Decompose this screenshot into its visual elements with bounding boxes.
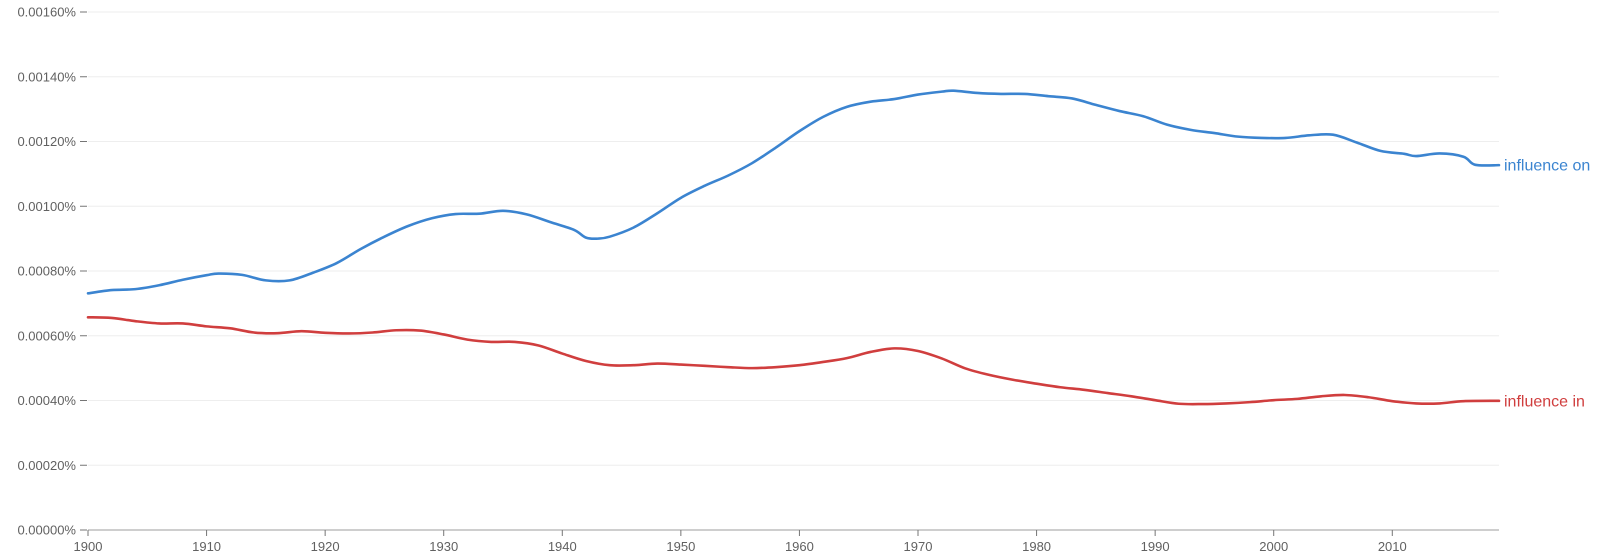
grid-layer [88,11,1499,466]
y-tick-label: 0.00040% [17,393,76,408]
y-tick-label: 0.00060% [17,328,76,343]
x-tick-label: 2000 [1259,539,1288,554]
x-tick-label: 1940 [548,539,577,554]
y-tick-label: 0.00160% [17,5,76,20]
y-tick-label: 0.00080% [17,264,76,279]
x-tick-label: 1950 [666,539,695,554]
y-tick-label: 0.00020% [17,458,76,473]
x-tick-label: 1930 [429,539,458,554]
x-tick-label: 1990 [1141,539,1170,554]
x-tick-label: 1900 [74,539,103,554]
series-line-influence-on[interactable] [86,89,1501,295]
y-tick-label: 0.00100% [17,199,76,214]
series-layer [86,89,1501,406]
series-label-influence-in[interactable]: influence in [1504,393,1585,410]
x-tick-label: 1910 [192,539,221,554]
y-tick-label: 0.00000% [17,523,76,538]
series-label-layer: influence on influence in [1504,158,1590,411]
x-tick-label: 1980 [1022,539,1051,554]
x-tick-label: 2010 [1378,539,1407,554]
series-label-influence-on[interactable]: influence on [1504,158,1590,175]
y-tick-label: 0.00140% [17,69,76,84]
series-line-influence-in[interactable] [86,316,1501,406]
x-tick-label: 1960 [785,539,814,554]
y-tick-label: 0.00120% [17,134,76,149]
x-tick-label: 1920 [311,539,340,554]
x-tick-label: 1970 [904,539,933,554]
axis-layer: 0.00000% 0.00020% 0.00040% 0.00060% 0.00080%… [17,5,1499,554]
